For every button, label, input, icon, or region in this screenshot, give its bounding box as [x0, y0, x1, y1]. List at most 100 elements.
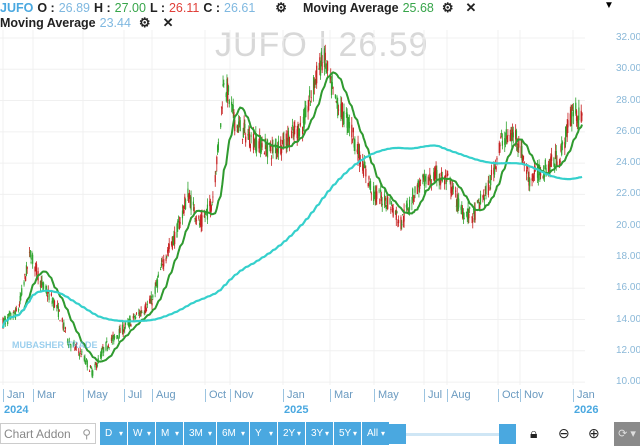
candle-body	[401, 214, 404, 216]
candle-body	[469, 206, 471, 209]
close-icon[interactable]: ✕	[162, 15, 174, 30]
y-axis-label: 26.00	[616, 125, 640, 137]
period-button-m[interactable]: M	[156, 422, 183, 445]
candle-body	[113, 335, 115, 342]
candle-body	[161, 259, 163, 263]
candle-body	[298, 128, 301, 136]
candle-body	[250, 135, 252, 137]
candle-body	[228, 100, 230, 104]
high-value: 27.00	[114, 1, 146, 15]
candle-body	[434, 168, 436, 179]
candle-body	[542, 176, 544, 178]
gear-icon[interactable]: ⚙	[441, 0, 454, 15]
period-button-3m[interactable]: 3M	[184, 422, 216, 445]
candle-body	[101, 349, 103, 354]
candle-body	[149, 298, 151, 304]
candle-body	[318, 68, 320, 70]
candle-body	[8, 313, 10, 316]
candle-body	[522, 155, 525, 160]
candle-body	[483, 198, 486, 201]
candle-body	[124, 327, 126, 330]
candle-body	[348, 122, 350, 128]
range-slider[interactable]	[389, 424, 516, 444]
candle-body	[381, 203, 383, 206]
candle-body	[19, 296, 21, 302]
candle-body	[32, 254, 34, 264]
period-button-d[interactable]: D	[100, 422, 127, 445]
candle-body	[41, 280, 43, 282]
close-icon[interactable]: ✕	[465, 0, 477, 15]
price-chart[interactable]	[0, 0, 640, 420]
slider-handle-left[interactable]	[389, 424, 406, 444]
dropdown-icon[interactable]: ▼	[604, 0, 614, 11]
period-button-y[interactable]: Y	[250, 422, 277, 445]
period-button-w[interactable]: W	[128, 422, 155, 445]
candle-body	[135, 316, 137, 319]
candle-body	[373, 192, 376, 194]
zoom-in-icon[interactable]: ⊕	[588, 425, 600, 441]
candle-body	[496, 157, 498, 160]
candle-body	[266, 148, 268, 151]
candle-body	[417, 180, 419, 183]
candle-body	[285, 133, 287, 146]
gear-icon[interactable]: ⚙	[275, 0, 287, 15]
candle-body	[260, 144, 262, 153]
candle-body	[518, 138, 520, 148]
zoom-out-icon[interactable]: ⊖	[558, 425, 570, 441]
candle-body	[384, 197, 386, 201]
candle-body	[57, 304, 59, 306]
y-axis-label: 32.00	[616, 32, 640, 43]
candle-body	[152, 295, 154, 298]
candle-body	[522, 158, 524, 164]
ma1-value: 25.68	[402, 1, 434, 15]
candle-body	[156, 279, 159, 288]
open-label: O :	[37, 1, 55, 15]
candle-body	[68, 341, 70, 343]
candle-body	[483, 194, 485, 200]
candle-body	[310, 97, 312, 99]
period-button-all[interactable]: All	[362, 422, 389, 445]
candle-body	[572, 110, 575, 117]
chart-addon-input[interactable]: Chart Addon ⚲	[0, 423, 96, 444]
candle-body	[276, 149, 278, 153]
lock-icon[interactable]: 🔒︎	[530, 425, 538, 441]
period-button-5y[interactable]: 5Y	[334, 422, 361, 445]
candle-body	[419, 179, 422, 182]
candle-body	[474, 207, 476, 220]
candle-body	[351, 139, 354, 141]
candle-body	[478, 202, 480, 204]
year-label: 2024	[4, 404, 29, 416]
candle-body	[451, 187, 453, 196]
period-button-2y[interactable]: 2Y	[278, 422, 305, 445]
candle-body	[190, 196, 192, 211]
gear-icon[interactable]: ⚙	[138, 15, 151, 30]
candle-body	[108, 347, 110, 349]
candle-body	[554, 164, 556, 169]
candle-body	[423, 174, 425, 186]
candle-body	[575, 102, 577, 114]
ohlc-legend: JUFO O :26.89 H :27.00 L :26.11 C :26.61…	[0, 0, 480, 16]
candle-body	[370, 193, 372, 195]
x-axis-label: Mar	[330, 389, 353, 402]
candle-body	[509, 134, 511, 142]
refresh-button[interactable]: ⟳ ▾	[614, 422, 640, 446]
candle-body	[209, 201, 212, 213]
candle-body	[556, 161, 558, 166]
candle-body	[61, 318, 63, 322]
candle-body	[302, 116, 305, 124]
candle-body	[533, 166, 536, 175]
candle-body	[373, 186, 375, 202]
period-button-3y[interactable]: 3Y	[306, 422, 333, 445]
chart-addon-placeholder: Chart Addon	[4, 427, 71, 441]
candle-body	[293, 129, 295, 137]
candle-body	[187, 188, 189, 198]
candle-body	[217, 141, 219, 151]
candle-body	[435, 167, 437, 177]
candle-body	[418, 186, 420, 192]
slider-handle-right[interactable]	[499, 424, 516, 444]
candle-body	[124, 322, 127, 325]
candle-body	[232, 104, 234, 112]
period-button-6m[interactable]: 6M	[217, 422, 249, 445]
candle-body	[58, 309, 60, 312]
candle-body	[558, 164, 560, 165]
